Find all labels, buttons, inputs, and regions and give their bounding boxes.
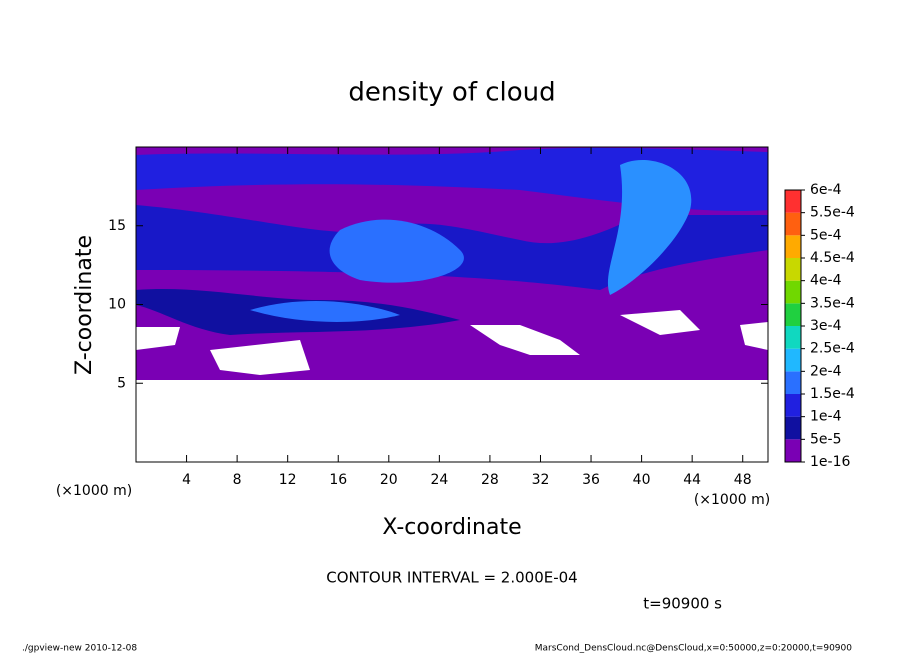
x-tick-label: 36 <box>582 472 600 488</box>
chart: density of cloud (×1000 m) (×1000 m) X-c… <box>0 0 904 654</box>
colorbar-label: 2e-4 <box>810 363 842 379</box>
y-unit: (×1000 m) <box>56 483 132 499</box>
colorbar-bin <box>785 190 801 213</box>
y-tick-label: 5 <box>117 375 126 391</box>
colorbar-label: 6e-4 <box>810 182 842 198</box>
colorbar-label: 1e-16 <box>810 454 850 470</box>
colorbar-bin <box>785 258 801 281</box>
colorbar-bin <box>785 349 801 372</box>
colorbar-label: 5e-4 <box>810 227 842 243</box>
x-tick-label: 20 <box>380 472 398 488</box>
x-tick-label: 24 <box>430 472 448 488</box>
colorbar-bin <box>785 394 801 417</box>
colorbar-bin <box>785 439 801 462</box>
x-tick-label: 28 <box>481 472 499 488</box>
colorbar-bin <box>785 303 801 326</box>
footer-left: ./gpview-new 2010-12-08 <box>22 644 137 654</box>
contour-interval: CONTOUR INTERVAL = 2.000E-04 <box>326 569 577 587</box>
colorbar-label: 3.5e-4 <box>810 295 855 311</box>
colorbar-label: 4e-4 <box>810 273 842 289</box>
footer-right: MarsCond_DensCloud.nc@DensCloud,x=0:5000… <box>535 644 852 654</box>
x-tick-label: 12 <box>279 472 297 488</box>
colorbar-bin <box>785 417 801 440</box>
x-unit: (×1000 m) <box>694 492 770 508</box>
contour-field <box>136 147 768 462</box>
field-empty <box>136 380 768 462</box>
x-tick-label: 44 <box>683 472 701 488</box>
colorbar-label: 1e-4 <box>810 409 842 425</box>
colorbar-bin <box>785 213 801 236</box>
colorbar-label: 2.5e-4 <box>810 341 855 357</box>
x-tick-label: 8 <box>233 472 242 488</box>
x-axis-label: X-coordinate <box>382 515 521 540</box>
y-tick-label: 15 <box>108 218 126 234</box>
colorbar-label: 5e-5 <box>810 431 841 447</box>
colorbar-bin <box>785 371 801 394</box>
time-label: t=90900 s <box>643 595 722 613</box>
chart-title: density of cloud <box>348 78 555 108</box>
colorbar-label: 4.5e-4 <box>810 250 855 266</box>
x-tick-label: 4 <box>182 472 191 488</box>
colorbar-label: 5.5e-4 <box>810 205 855 221</box>
x-tick-label: 40 <box>633 472 651 488</box>
y-tick-label: 10 <box>108 297 126 313</box>
colorbar-bin <box>785 281 801 304</box>
colorbar-label: 3e-4 <box>810 318 842 334</box>
y-axis-label: Z-coordinate <box>72 235 97 375</box>
colorbar-label: 1.5e-4 <box>810 386 855 402</box>
x-tick-label: 32 <box>532 472 550 488</box>
colorbar-bin <box>785 326 801 349</box>
x-tick-label: 48 <box>734 472 752 488</box>
x-tick-label: 16 <box>329 472 347 488</box>
colorbar-bin <box>785 235 801 258</box>
